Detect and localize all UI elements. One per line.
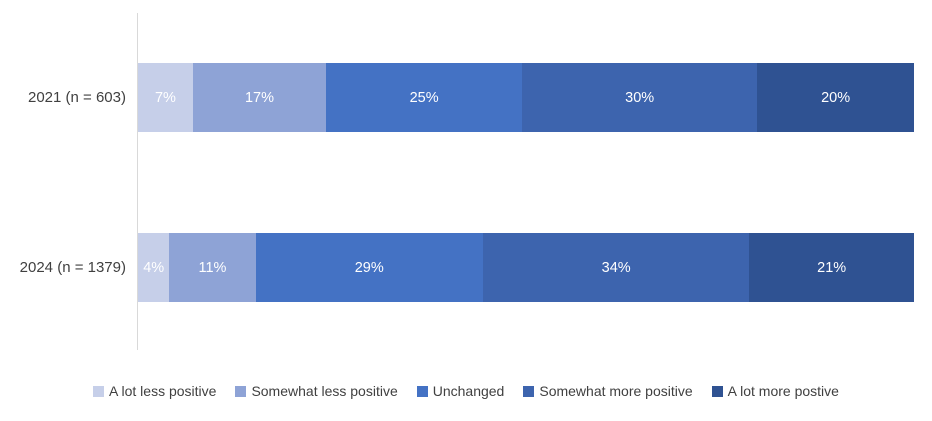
- segment-value-label: 29%: [354, 259, 384, 276]
- bar-segment: 4%: [138, 233, 170, 302]
- category-label: 2024 (n = 1379): [19, 259, 126, 276]
- stacked-bar: 7% 17% 25% 30% 20%: [138, 63, 914, 132]
- legend-label: A lot more postive: [727, 383, 839, 399]
- legend-marker-icon: [93, 385, 105, 397]
- bar-segment: 29%: [255, 233, 483, 302]
- bar-row: 2024 (n = 1379) 4% 11% 29% 34% 21%: [0, 233, 914, 302]
- segment-value-label: 25%: [409, 89, 439, 106]
- bar-segment: 7%: [138, 63, 193, 132]
- legend-label: A lot less positive: [109, 383, 217, 399]
- segment-value-label: 7%: [154, 89, 176, 106]
- segment-value-label: 30%: [625, 89, 655, 106]
- bar-segment: 20%: [757, 63, 914, 132]
- legend-label: Somewhat less positive: [251, 383, 398, 399]
- bar-segment: 21%: [749, 233, 914, 302]
- segment-value-label: 34%: [601, 259, 631, 276]
- segment-value-label: 11%: [198, 259, 227, 276]
- bar-segment: 25%: [326, 63, 523, 132]
- stacked-bar: 4% 11% 29% 34% 21%: [138, 233, 914, 302]
- segment-value-label: 21%: [817, 259, 847, 276]
- legend-marker-icon: [711, 385, 723, 397]
- segment-value-label: 4%: [143, 259, 165, 276]
- category-label: 2021 (n = 603): [28, 89, 126, 106]
- bar-row: 2021 (n = 603) 7% 17% 25% 30% 20%: [0, 63, 914, 132]
- bar-segment: 30%: [522, 63, 758, 132]
- legend-marker-icon: [416, 385, 428, 397]
- legend-item: A lot less positive: [93, 383, 216, 399]
- bar-segment: 17%: [192, 63, 327, 132]
- bar-segment: 11%: [169, 233, 256, 302]
- segment-value-label: 20%: [821, 89, 851, 106]
- legend: A lot less positive Somewhat less positiv…: [0, 383, 932, 399]
- legend-item: Unchanged: [416, 383, 505, 399]
- legend-marker-icon: [235, 385, 247, 397]
- legend-item: Somewhat more positive: [523, 383, 693, 399]
- bar-segment: 34%: [482, 233, 750, 302]
- y-axis-line: [137, 13, 138, 350]
- legend-marker-icon: [523, 385, 535, 397]
- legend-label: Somewhat more positive: [539, 383, 693, 399]
- legend-label: Unchanged: [432, 383, 505, 399]
- legend-item: A lot more postive: [711, 383, 839, 399]
- segment-value-label: 17%: [244, 89, 275, 106]
- legend-item: Somewhat less positive: [235, 383, 398, 399]
